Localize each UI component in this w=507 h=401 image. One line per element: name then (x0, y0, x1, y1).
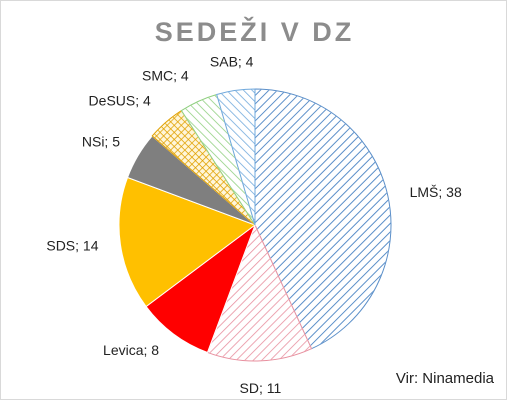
slice-outline-sab (216, 88, 256, 226)
label-sd: SD; 11 (240, 380, 282, 396)
data-labels: LMŠ; 38 SD; 11 Levica; 8 SDS; 14 NSi; 5 DeSUS… (46, 54, 462, 396)
label-smc: SMC; 4 (142, 68, 189, 84)
slice-outline-sd (206, 223, 313, 362)
source-note: Vir: Ninamedia (395, 370, 494, 387)
label-lmš: LMŠ; 38 (410, 184, 462, 200)
pie-slices (118, 88, 392, 362)
label-sds: SDS; 14 (46, 237, 98, 253)
label-nsi: NSi; 5 (82, 134, 120, 150)
label-sab: SAB; 4 (210, 54, 254, 70)
slice-outline-lmš (254, 88, 392, 350)
chart-title: SEDEŽI V DZ (154, 17, 355, 47)
label-levica: Levica; 8 (103, 342, 159, 358)
slice-sds (118, 176, 257, 308)
label-desus: DeSUS; 4 (89, 93, 151, 109)
